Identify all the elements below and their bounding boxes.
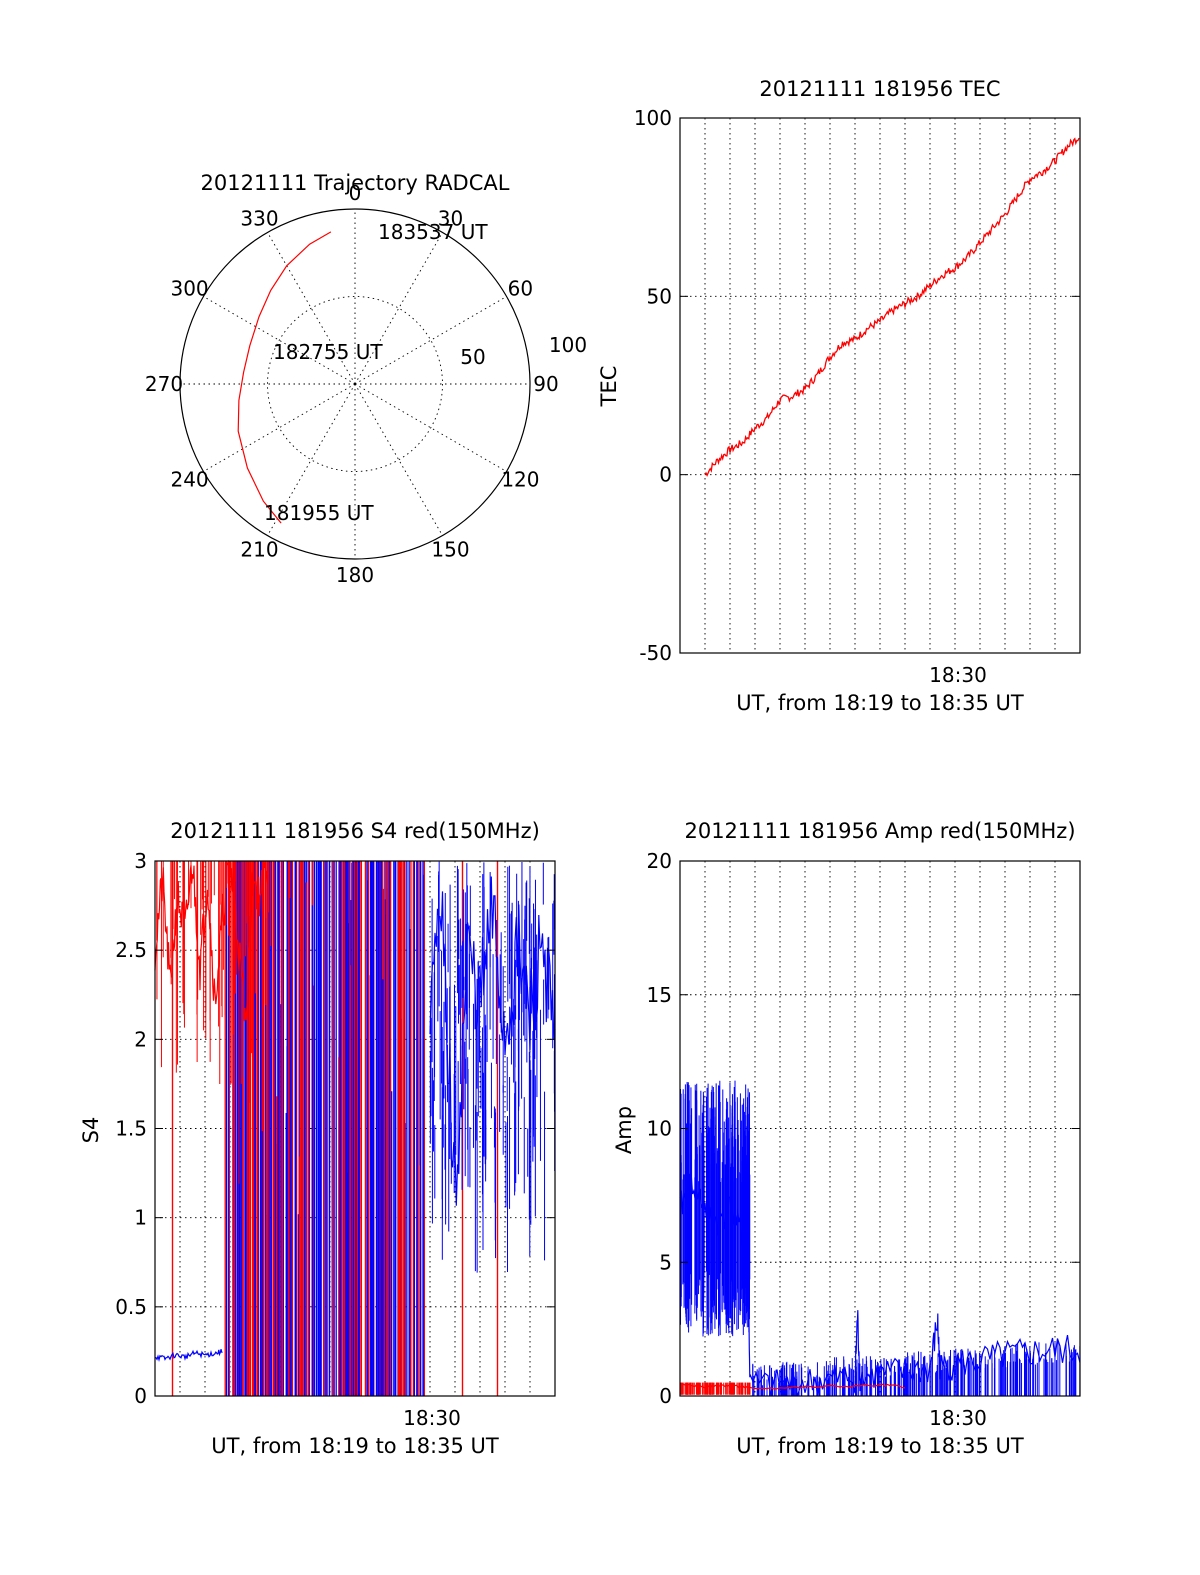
s4-series-red-0 [154, 860, 269, 1022]
s4-xlabel: UT, from 18:19 to 18:35 UT [211, 1434, 499, 1458]
amp-ytick-label: 0 [659, 1384, 672, 1408]
trajectory-annotation-start: 181955 UT [264, 501, 374, 525]
s4-title: 20121111 181956 S4 red(150MHz) [170, 819, 540, 843]
s4-xtick-label: 18:30 [403, 1406, 461, 1430]
polar-ring-50 [267, 296, 443, 472]
s4-yticks: 0 0.5 1 1.5 2 2.5 3 [115, 849, 555, 1408]
polar-angle-label-240: 240 [170, 468, 208, 492]
s4-ytick-label: 1.5 [115, 1117, 147, 1141]
polar-spoke-60 [354, 296, 507, 385]
amp-noise-band [679, 1080, 1081, 1396]
polar-angle-label-90: 90 [533, 372, 558, 396]
polar-angle-label-60: 60 [508, 277, 533, 301]
trajectory-track [237, 231, 332, 524]
s4-ytick-label: 2.5 [115, 938, 147, 962]
s4-dense-spikes [154, 861, 556, 1396]
polar-angle-label-300: 300 [170, 277, 208, 301]
polar-angle-label-30: 30 [438, 207, 463, 231]
amp-series [679, 1173, 1081, 1397]
polar-angle-label-210: 210 [240, 537, 278, 561]
s4-ylabel: S4 [79, 1117, 103, 1144]
amp-yticks: 0 5 10 15 20 [647, 849, 1080, 1408]
s4-ytick-label: 1 [134, 1206, 147, 1230]
s4-ytick-label: 3 [134, 849, 147, 873]
tec-ytick-label: 0 [659, 463, 672, 487]
tec-yticks: -50 0 50 100 [634, 106, 1080, 665]
polar-radial-label-50: 50 [460, 345, 485, 369]
polar-angle-label-180: 180 [336, 563, 374, 587]
polar-grid [180, 209, 530, 559]
polar-spoke-210 [267, 383, 356, 536]
polar-spoke-30 [354, 232, 443, 385]
amp-ytick-label: 15 [647, 983, 672, 1007]
tec-title: 20121111 181956 TEC [759, 77, 1000, 101]
s4-series [154, 860, 556, 1362]
polar-angle-label-270: 270 [145, 372, 183, 396]
amp-xtick-label: 18:30 [929, 1406, 987, 1430]
amp-ylabel: Amp [612, 1106, 636, 1154]
trajectory-panel: 20121111 Trajectory RADCAL 0 30 60 90 120 150… [145, 171, 587, 587]
tec-ytick-label: 100 [634, 106, 672, 130]
tec-plot-frame [679, 117, 1081, 654]
amp-title: 20121111 181956 Amp red(150MHz) [684, 819, 1075, 843]
trajectory-title: 20121111 Trajectory RADCAL [201, 171, 510, 195]
polar-angle-label-0: 0 [349, 181, 362, 205]
tec-xlabel: UT, from 18:19 to 18:35 UT [736, 691, 1024, 715]
polar-spoke-120 [354, 383, 507, 472]
amp-ytick-label: 5 [659, 1250, 672, 1274]
polar-outer-circle [179, 208, 531, 560]
amp-ytick-label: 10 [647, 1117, 672, 1141]
trajectory-annotation-end: 183537 UT [378, 220, 488, 244]
tec-ytick-label: -50 [639, 641, 672, 665]
tec-xtick-label: 18:30 [929, 663, 987, 687]
polar-spoke-330 [267, 232, 356, 385]
amp-panel: 20121111 181956 Amp red(150MHz) 0 5 10 15 20… [612, 819, 1081, 1458]
tec-ytick-label: 50 [647, 284, 672, 308]
s4-panel: 20121111 181956 S4 red(150MHz) 0 0.5 1 1.5 2… [79, 819, 556, 1458]
amp-series-red-1 [679, 1383, 906, 1390]
s4-ytick-label: 0.5 [115, 1295, 147, 1319]
polar-angle-label-330: 330 [240, 207, 278, 231]
s4-series-blue-2 [429, 876, 556, 1206]
s4-series-blue-1 [154, 1349, 223, 1362]
s4-ytick-label: 0 [134, 1384, 147, 1408]
tec-series [704, 137, 1080, 477]
polar-spoke-150 [354, 383, 443, 536]
polar-radial-label-100: 100 [549, 333, 587, 357]
polar-spoke-300 [203, 296, 356, 385]
s4-ytick-label: 2 [134, 1027, 147, 1051]
amp-xlabel: UT, from 18:19 to 18:35 UT [736, 1434, 1024, 1458]
trajectory-annotation-mid: 182755 UT [273, 340, 383, 364]
polar-spoke-240 [203, 383, 356, 472]
polar-angle-label-120: 120 [501, 468, 539, 492]
amp-series-blue-0 [679, 1173, 1081, 1397]
polar-angle-label-150: 150 [431, 537, 469, 561]
tec-series-red [704, 137, 1080, 477]
amp-ytick-label: 20 [647, 849, 672, 873]
polar-angle-labels: 0 30 60 90 120 150 180 210 240 270 300 330 [145, 181, 559, 587]
tec-grid [680, 117, 1080, 654]
tec-ylabel: TEC [597, 366, 621, 408]
